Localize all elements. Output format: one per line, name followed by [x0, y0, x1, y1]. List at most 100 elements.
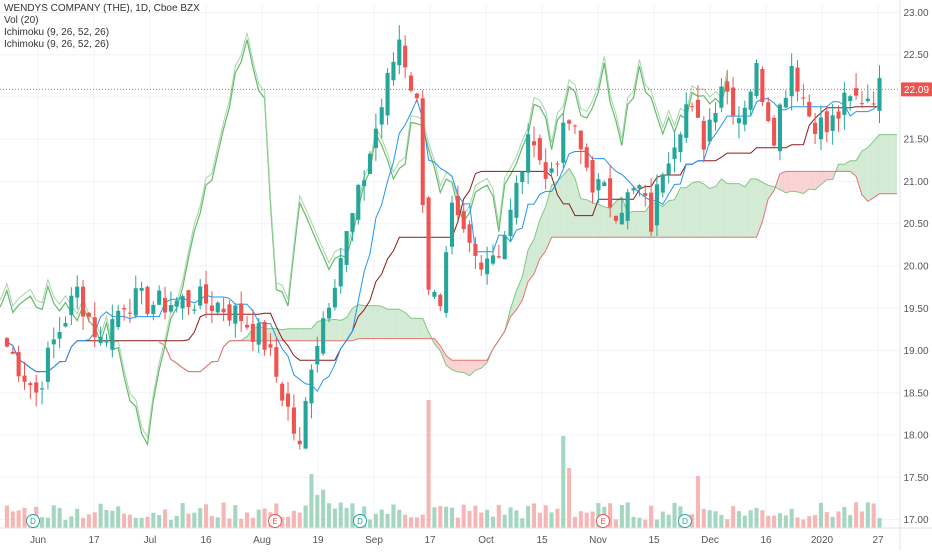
candle-body[interactable]: [561, 123, 565, 163]
candle-body[interactable]: [210, 306, 214, 311]
candle[interactable]: [690, 102, 694, 111]
candle-body[interactable]: [526, 134, 530, 173]
candle[interactable]: [444, 246, 448, 318]
candle-body[interactable]: [52, 339, 56, 344]
candle-body[interactable]: [333, 288, 337, 308]
candle[interactable]: [544, 148, 548, 189]
candle[interactable]: [140, 282, 144, 305]
candle-body[interactable]: [772, 118, 776, 146]
candle[interactable]: [257, 318, 261, 353]
candle[interactable]: [432, 290, 436, 299]
candle-body[interactable]: [831, 115, 835, 131]
candle-body[interactable]: [421, 98, 425, 205]
candle-body[interactable]: [239, 303, 243, 321]
event-marker[interactable]: E: [269, 515, 282, 528]
candle-body[interactable]: [743, 108, 747, 125]
candle-body[interactable]: [760, 69, 764, 102]
candle-body[interactable]: [485, 259, 489, 275]
candle-body[interactable]: [860, 103, 864, 104]
candle[interactable]: [514, 175, 518, 224]
candle-body[interactable]: [579, 131, 583, 150]
candle[interactable]: [22, 362, 26, 390]
candle[interactable]: [210, 291, 214, 323]
candle-body[interactable]: [257, 323, 261, 345]
candle-body[interactable]: [274, 347, 278, 377]
candle[interactable]: [743, 101, 747, 132]
candle[interactable]: [274, 338, 278, 383]
candle-body[interactable]: [637, 185, 641, 189]
candle-body[interactable]: [397, 40, 401, 66]
candle-body[interactable]: [186, 290, 190, 307]
candle[interactable]: [415, 93, 419, 102]
candle-body[interactable]: [11, 352, 15, 354]
candle-body[interactable]: [17, 352, 21, 376]
candle-body[interactable]: [304, 401, 308, 449]
candle[interactable]: [596, 173, 600, 203]
candle-body[interactable]: [309, 370, 313, 404]
candle-body[interactable]: [157, 291, 161, 305]
candle[interactable]: [245, 316, 249, 330]
candle-body[interactable]: [216, 303, 220, 313]
candle[interactable]: [825, 106, 829, 142]
candle-body[interactable]: [678, 134, 682, 152]
candle-body[interactable]: [690, 106, 694, 107]
candle-body[interactable]: [462, 211, 466, 229]
candle[interactable]: [526, 124, 530, 185]
candle-body[interactable]: [520, 171, 524, 182]
candle[interactable]: [585, 143, 589, 171]
candle-body[interactable]: [380, 107, 384, 124]
candle-body[interactable]: [292, 407, 296, 433]
candle[interactable]: [186, 290, 190, 315]
candle-body[interactable]: [315, 346, 319, 364]
candle-body[interactable]: [403, 46, 407, 68]
candle[interactable]: [128, 299, 132, 323]
event-marker[interactable]: D: [27, 515, 40, 528]
candle-body[interactable]: [842, 93, 846, 115]
legend-volume[interactable]: Vol (20): [4, 15, 200, 27]
candle-body[interactable]: [204, 284, 208, 303]
candle[interactable]: [304, 397, 308, 449]
candle[interactable]: [532, 127, 536, 158]
candle[interactable]: [204, 271, 208, 318]
candle-body[interactable]: [819, 118, 823, 140]
candle-body[interactable]: [585, 147, 589, 167]
candle-body[interactable]: [356, 185, 360, 220]
candle-body[interactable]: [427, 198, 431, 290]
event-marker[interactable]: D: [679, 515, 692, 528]
candle-body[interactable]: [737, 118, 741, 123]
candle-body[interactable]: [345, 231, 349, 265]
candle-body[interactable]: [596, 179, 600, 190]
candle[interactable]: [479, 255, 483, 276]
candle-body[interactable]: [713, 113, 717, 122]
candle-body[interactable]: [608, 178, 612, 207]
candle-body[interactable]: [46, 348, 50, 382]
candle-body[interactable]: [784, 98, 788, 108]
candle[interactable]: [151, 301, 155, 320]
candle[interactable]: [708, 108, 712, 145]
event-marker[interactable]: D: [354, 515, 367, 528]
candle[interactable]: [339, 248, 343, 294]
candle-body[interactable]: [263, 322, 267, 350]
candle[interactable]: [163, 287, 167, 320]
candle-body[interactable]: [555, 164, 559, 165]
candle-body[interactable]: [696, 100, 700, 118]
candle-body[interactable]: [339, 258, 343, 286]
candle-body[interactable]: [99, 337, 103, 343]
candle-body[interactable]: [198, 286, 202, 305]
candle[interactable]: [75, 275, 79, 309]
candle-body[interactable]: [620, 213, 624, 225]
candle[interactable]: [298, 427, 302, 449]
candle[interactable]: [784, 90, 788, 109]
candle-body[interactable]: [649, 193, 653, 232]
candle[interactable]: [649, 178, 653, 236]
candle[interactable]: [538, 135, 542, 165]
candle[interactable]: [866, 85, 870, 103]
candle[interactable]: [807, 95, 811, 118]
candle-body[interactable]: [468, 224, 472, 242]
candle[interactable]: [292, 394, 296, 440]
candle[interactable]: [567, 119, 571, 130]
candle-body[interactable]: [872, 103, 876, 104]
candle[interactable]: [28, 381, 32, 399]
candle-body[interactable]: [655, 184, 659, 225]
